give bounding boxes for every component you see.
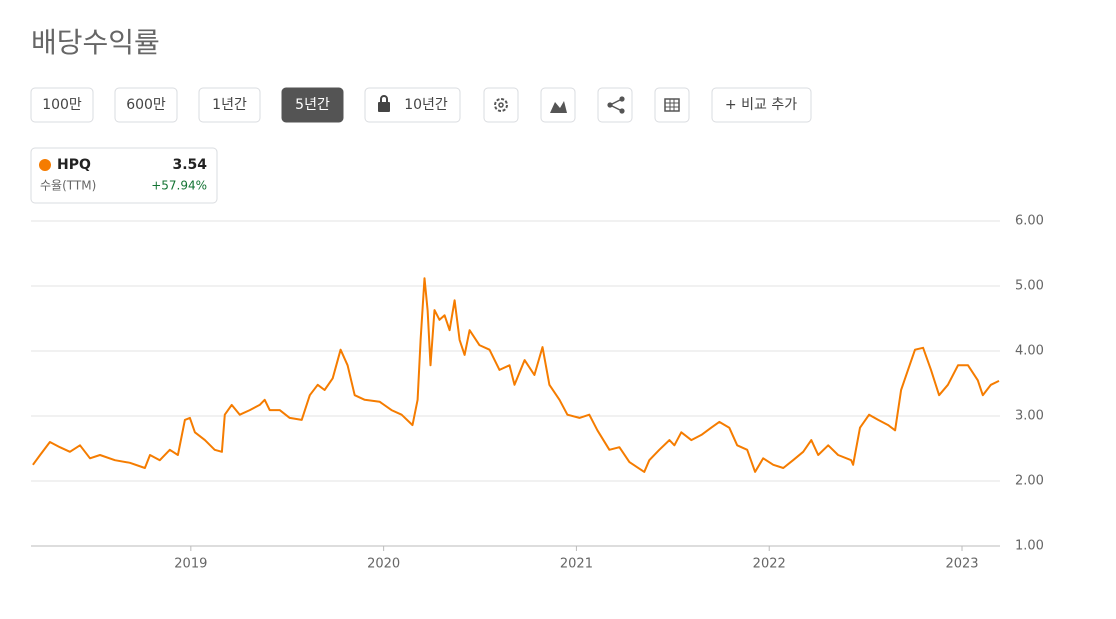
button[interactable] [198,87,261,123]
x-tick-label: 2021 [560,557,593,572]
x-tick-label: 2023 [945,557,978,572]
y-tick-label: 6.00 [1015,214,1044,229]
legend-dot [39,159,51,171]
area-icon [550,101,567,113]
legend-change: +57.94% [151,179,207,193]
button[interactable] [364,87,461,123]
y-tick-label: 4.00 [1015,344,1044,359]
button[interactable] [711,87,812,123]
x-tick-label: 2022 [753,557,786,572]
y-tick-label: 2.00 [1015,474,1044,489]
share-dot [619,108,625,114]
button-label[interactable]: 5년간 [295,97,330,113]
button-label[interactable]: 10년간 [404,97,448,113]
legend-box [30,147,218,204]
button[interactable] [597,87,633,123]
table-icon [664,98,680,112]
x-tick-label: 2019 [174,557,207,572]
settings-icon-center [498,102,504,108]
button[interactable] [540,87,576,123]
share-dot [619,96,625,102]
button[interactable] [654,87,690,123]
y-tick-label: 1.00 [1015,539,1044,554]
button[interactable] [281,87,344,123]
button-label[interactable]: 1년간 [212,97,247,113]
lock-shackle [380,95,388,102]
button[interactable] [114,87,178,123]
button[interactable] [30,87,94,123]
y-tick-label: 5.00 [1015,279,1044,294]
y-tick-label: 3.00 [1015,409,1044,424]
button-label[interactable]: + 비교 추가 [725,97,797,113]
legend-name: HPQ [57,157,91,173]
button-label[interactable]: 600만 [126,97,166,113]
x-tick-label: 2020 [367,557,400,572]
share-dot [607,102,613,108]
settings-icon [494,98,508,112]
legend-label: 수율(TTM) [40,179,96,193]
button-label[interactable]: 100만 [42,97,82,113]
legend-value: 3.54 [172,157,207,173]
table-icon-lines [665,99,679,111]
lock-icon [378,102,390,112]
data-line [32,277,1000,473]
button[interactable] [483,87,519,123]
page-title: 배당수익률 [31,26,160,59]
